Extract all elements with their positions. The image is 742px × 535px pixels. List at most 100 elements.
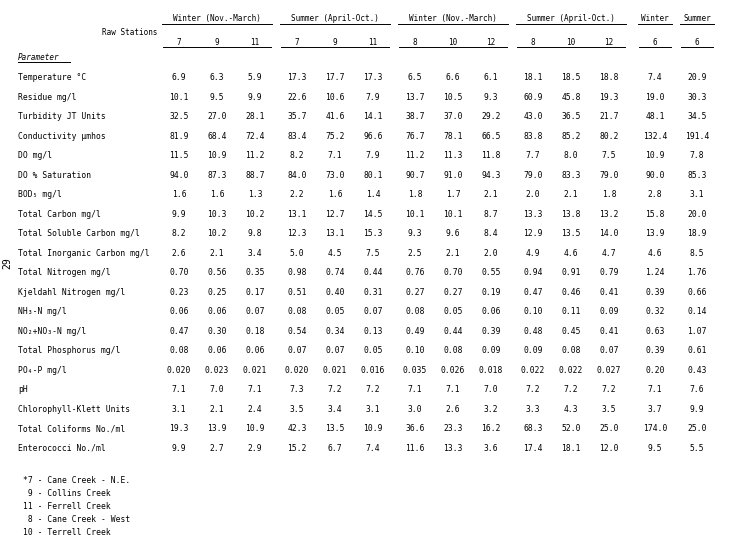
Text: Temperature °C: Temperature °C bbox=[18, 73, 86, 82]
Text: 0.44: 0.44 bbox=[364, 268, 383, 277]
Text: 80.2: 80.2 bbox=[600, 132, 619, 141]
Text: 78.1: 78.1 bbox=[443, 132, 463, 141]
Text: 43.0: 43.0 bbox=[523, 112, 542, 121]
Text: 2.5: 2.5 bbox=[407, 249, 422, 258]
Text: 0.07: 0.07 bbox=[364, 307, 383, 316]
Text: 0.70: 0.70 bbox=[169, 268, 188, 277]
Text: 15.8: 15.8 bbox=[646, 210, 665, 219]
Text: Total Inorganic Carbon mg/l: Total Inorganic Carbon mg/l bbox=[18, 249, 150, 258]
Text: 0.023: 0.023 bbox=[205, 366, 229, 374]
Text: 11 - Ferrell Creek: 11 - Ferrell Creek bbox=[23, 502, 111, 511]
Text: 0.27: 0.27 bbox=[443, 288, 463, 297]
Text: 0.11: 0.11 bbox=[561, 307, 581, 316]
Text: 0.06: 0.06 bbox=[482, 307, 501, 316]
Text: 8.2: 8.2 bbox=[289, 151, 304, 160]
Text: 84.0: 84.0 bbox=[287, 171, 306, 180]
Text: 19.0: 19.0 bbox=[646, 93, 665, 102]
Text: 0.021: 0.021 bbox=[243, 366, 267, 374]
Text: 66.5: 66.5 bbox=[482, 132, 501, 141]
Text: 0.06: 0.06 bbox=[246, 346, 265, 355]
Text: 4.7: 4.7 bbox=[602, 249, 617, 258]
Text: 25.0: 25.0 bbox=[600, 424, 619, 433]
Text: 11: 11 bbox=[250, 38, 260, 47]
Text: 94.3: 94.3 bbox=[482, 171, 501, 180]
Text: 7.1: 7.1 bbox=[248, 385, 263, 394]
Text: 20.0: 20.0 bbox=[687, 210, 706, 219]
Text: 7.1: 7.1 bbox=[446, 385, 460, 394]
Text: 48.1: 48.1 bbox=[646, 112, 665, 121]
Text: 15.3: 15.3 bbox=[364, 230, 383, 238]
Text: 0.022: 0.022 bbox=[521, 366, 545, 374]
Text: 10.2: 10.2 bbox=[246, 210, 265, 219]
Text: 8.2: 8.2 bbox=[171, 230, 186, 238]
Text: 0.10: 0.10 bbox=[523, 307, 542, 316]
Text: Raw Stations: Raw Stations bbox=[102, 28, 158, 37]
Text: 1.8: 1.8 bbox=[407, 190, 422, 199]
Text: 0.06: 0.06 bbox=[207, 346, 227, 355]
Text: Conductivity μmhos: Conductivity μmhos bbox=[18, 132, 106, 141]
Text: 2.1: 2.1 bbox=[210, 249, 224, 258]
Text: 1.6: 1.6 bbox=[210, 190, 224, 199]
Text: 0.39: 0.39 bbox=[482, 327, 501, 336]
Text: 3.1: 3.1 bbox=[366, 405, 381, 414]
Text: 0.08: 0.08 bbox=[561, 346, 581, 355]
Text: 2.1: 2.1 bbox=[210, 405, 224, 414]
Text: 3.7: 3.7 bbox=[648, 405, 663, 414]
Text: 0.48: 0.48 bbox=[523, 327, 542, 336]
Text: 29.2: 29.2 bbox=[482, 112, 501, 121]
Text: 2.6: 2.6 bbox=[446, 405, 460, 414]
Text: 7.5: 7.5 bbox=[602, 151, 617, 160]
Text: Total Carbon mg/l: Total Carbon mg/l bbox=[18, 210, 101, 219]
Text: 0.76: 0.76 bbox=[405, 268, 424, 277]
Text: 6: 6 bbox=[695, 38, 699, 47]
Text: 10.9: 10.9 bbox=[364, 424, 383, 433]
Text: 8 - Cane Creek - West: 8 - Cane Creek - West bbox=[23, 515, 131, 524]
Text: 8.5: 8.5 bbox=[689, 249, 704, 258]
Text: 0.018: 0.018 bbox=[479, 366, 503, 374]
Text: 0.07: 0.07 bbox=[246, 307, 265, 316]
Text: 0.026: 0.026 bbox=[441, 366, 465, 374]
Text: NH₃-N mg/l: NH₃-N mg/l bbox=[18, 307, 67, 316]
Text: pH: pH bbox=[18, 385, 27, 394]
Text: 0.09: 0.09 bbox=[523, 346, 542, 355]
Text: 38.7: 38.7 bbox=[405, 112, 424, 121]
Text: 7: 7 bbox=[295, 38, 299, 47]
Text: 14.5: 14.5 bbox=[364, 210, 383, 219]
Text: 1.7: 1.7 bbox=[446, 190, 460, 199]
Text: 87.3: 87.3 bbox=[207, 171, 227, 180]
Text: 9.3: 9.3 bbox=[407, 230, 422, 238]
Text: 0.08: 0.08 bbox=[287, 307, 306, 316]
Text: 6.9: 6.9 bbox=[171, 73, 186, 82]
Text: *7 - Cane Creek - N.E.: *7 - Cane Creek - N.E. bbox=[23, 476, 131, 485]
Text: 25.0: 25.0 bbox=[687, 424, 706, 433]
Text: 10.1: 10.1 bbox=[169, 93, 188, 102]
Text: Total Coliforms No./ml: Total Coliforms No./ml bbox=[18, 424, 125, 433]
Text: Turbidity JT Units: Turbidity JT Units bbox=[18, 112, 106, 121]
Text: 12.9: 12.9 bbox=[523, 230, 542, 238]
Text: 7.2: 7.2 bbox=[602, 385, 617, 394]
Text: 3.4: 3.4 bbox=[328, 405, 342, 414]
Text: 0.54: 0.54 bbox=[287, 327, 306, 336]
Text: 13.1: 13.1 bbox=[287, 210, 306, 219]
Text: 2.9: 2.9 bbox=[248, 444, 263, 453]
Text: 7.6: 7.6 bbox=[689, 385, 704, 394]
Text: 7.1: 7.1 bbox=[328, 151, 342, 160]
Text: 0.07: 0.07 bbox=[287, 346, 306, 355]
Text: PO₄-P mg/l: PO₄-P mg/l bbox=[18, 366, 67, 374]
Text: DO % Saturation: DO % Saturation bbox=[18, 171, 91, 180]
Text: 18.8: 18.8 bbox=[600, 73, 619, 82]
Text: 27.0: 27.0 bbox=[207, 112, 227, 121]
Text: 13.5: 13.5 bbox=[325, 424, 345, 433]
Text: 8.0: 8.0 bbox=[564, 151, 578, 160]
Text: 2.1: 2.1 bbox=[484, 190, 499, 199]
Text: 9.8: 9.8 bbox=[248, 230, 263, 238]
Text: 3.5: 3.5 bbox=[602, 405, 617, 414]
Text: 0.91: 0.91 bbox=[561, 268, 581, 277]
Text: 83.8: 83.8 bbox=[523, 132, 542, 141]
Text: 3.5: 3.5 bbox=[289, 405, 304, 414]
Text: 0.05: 0.05 bbox=[325, 307, 345, 316]
Text: 13.1: 13.1 bbox=[325, 230, 345, 238]
Text: 17.3: 17.3 bbox=[287, 73, 306, 82]
Text: Winter (Nov.-March): Winter (Nov.-March) bbox=[173, 14, 261, 23]
Text: Total Nitrogen mg/l: Total Nitrogen mg/l bbox=[18, 268, 111, 277]
